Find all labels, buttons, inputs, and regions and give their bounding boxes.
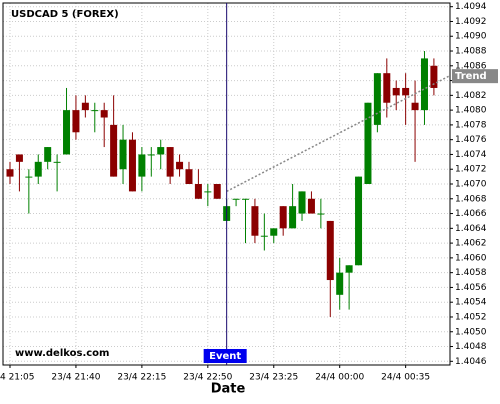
candle-body [336,272,344,295]
y-tick-label: 1.4064 [455,224,487,234]
candle-body [307,198,315,214]
candle-body [402,87,410,96]
candle-body [326,220,334,281]
candle-body [15,154,23,162]
candle-body [373,73,381,125]
y-tick-label: 1.4052 [455,312,487,322]
y-tick-label: 1.4074 [455,150,487,160]
y-tick-label: 1.4066 [455,209,487,219]
candle-body [100,110,108,118]
y-tick-label: 1.4056 [455,283,487,293]
trend-label: Trend [455,71,487,82]
x-axis-label: Date [211,382,246,397]
candle-body [411,102,419,111]
candle-body [289,206,297,229]
candle-body [242,198,249,200]
y-tick-label: 1.4094 [455,2,487,12]
candle-body [420,58,428,111]
candle-body [364,102,372,184]
x-tick-label: 24/4 00:00 [315,373,364,383]
candle-body [176,161,184,170]
candle-body [147,154,155,156]
y-tick-label: 1.4048 [455,342,487,352]
y-tick-label: 1.4046 [455,357,487,367]
y-tick-label: 1.4078 [455,120,487,130]
candle-body [298,191,306,214]
candle-body [204,191,212,193]
candle-body [34,161,42,177]
candle-body [72,110,80,133]
chart-title: USDCAD 5 (FOREX) [11,9,119,20]
candle-body [279,206,287,229]
watermark: www.delkos.com [15,348,109,359]
y-tick-label: 1.4062 [455,239,487,249]
candle-body [166,147,174,177]
y-tick-label: 1.4070 [455,180,487,190]
candle-body [44,147,52,162]
x-tick-label: 24/4 00:35 [381,373,430,383]
candle-body [138,154,146,177]
candles [6,51,438,317]
candle-body [110,124,118,177]
x-tick-label: 23/4 22:50 [183,373,232,383]
x-tick-label: 23/4 21:40 [51,373,100,383]
y-tick-label: 1.4086 [455,61,487,71]
candle-body [383,73,391,103]
y-tick-label: 1.4088 [455,47,487,57]
candle-body [355,176,363,266]
candle-body [91,110,99,112]
candle-body [25,176,33,178]
y-tick-label: 1.4090 [455,32,487,42]
candle-body [157,147,165,155]
y-tick-label: 1.4092 [455,17,487,27]
candle-body [270,228,278,236]
candle-body [392,87,400,96]
candle-body [345,265,353,273]
candle-body [53,161,61,163]
candle-body [317,213,325,215]
event-label-box [203,349,247,363]
candle-body [251,206,259,236]
candle-body [213,184,221,199]
candle-body [63,110,71,155]
y-tick-label: 1.4050 [455,327,487,337]
candle-body [430,65,438,88]
candle-body [119,139,127,170]
x-tick-label: 23/4 21:05 [0,373,35,383]
x-tick-label: 23/4 22:15 [117,373,166,383]
candle-body [81,102,89,111]
y-tick-label: 1.4054 [455,298,487,308]
candle-body [232,198,240,200]
y-tick-label: 1.4080 [455,106,487,116]
y-tick-label: 1.4058 [455,268,487,278]
y-tick-label: 1.4068 [455,194,487,204]
candle-body [260,235,268,237]
candle-body [128,139,136,192]
y-tick-label: 1.4072 [455,165,487,175]
y-tick-label: 1.4082 [455,91,487,101]
candle-body [6,169,14,177]
candle-body [194,184,202,199]
trend-label-box [452,69,498,84]
event-label: Event [209,351,241,362]
y-tick-label: 1.4060 [455,253,487,263]
trend-line [226,75,450,193]
x-tick-label: 23/4 23:25 [249,373,298,383]
candle-body [185,169,193,184]
y-tick-label: 1.4076 [455,135,487,145]
